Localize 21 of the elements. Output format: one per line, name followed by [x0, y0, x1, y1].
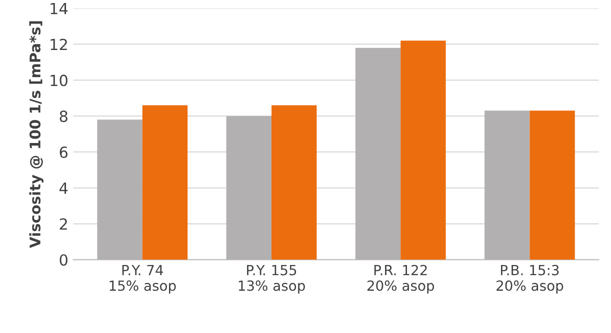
x-tick-label: P.R. 122 20% asop [367, 264, 434, 294]
bar [484, 110, 530, 260]
y-tick-label: 12 [50, 38, 67, 50]
bar [97, 120, 142, 260]
y-tick-label: 2 [60, 218, 67, 230]
x-tick-label: P.Y. 155 13% asop [238, 265, 305, 294]
bar [226, 116, 272, 260]
y-tick-label: 6 [60, 146, 68, 158]
y-tick-label: 10 [50, 74, 68, 86]
bar [400, 40, 446, 260]
x-tick-label: P.Y. 74 15% asop [110, 265, 176, 294]
x-tick-label: P.B. 15:3 20% asop [496, 264, 564, 294]
y-tick-label: 0 [60, 254, 68, 266]
y-tick-label: 14 [50, 2, 68, 14]
bar [355, 48, 401, 260]
y-tick-label: 8 [60, 110, 68, 122]
bar [271, 105, 317, 260]
bar [142, 105, 188, 260]
y-axis-title: Viscosity @ 100 1/s [mPa*s] [29, 21, 44, 248]
bar [530, 110, 575, 260]
y-tick-label: 4 [59, 182, 68, 194]
